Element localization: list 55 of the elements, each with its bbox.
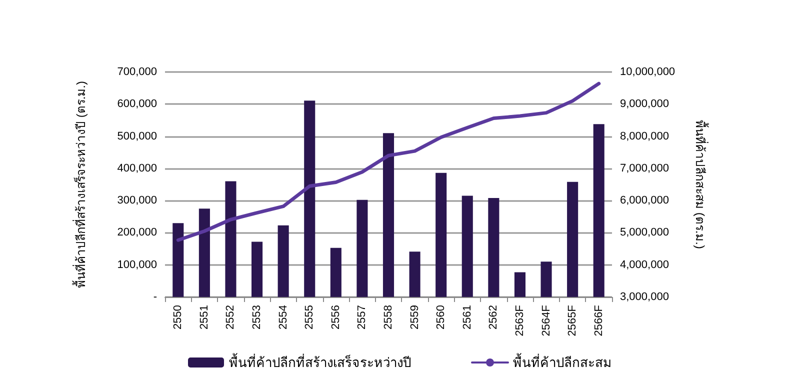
bar: [409, 252, 420, 297]
x-tick-label: 2556: [330, 305, 342, 330]
y2-tick-label: 6,000,000: [620, 194, 669, 207]
y2-tick-label: 8,000,000: [620, 130, 669, 142]
bar: [330, 248, 342, 297]
y2-tick-label: 10,000,000: [620, 66, 676, 78]
x-tick-label: 2553: [251, 305, 264, 330]
bar: [436, 172, 447, 297]
y-tick-label: 500,000: [117, 130, 157, 142]
x-tick-label: 2562: [488, 305, 500, 330]
y-tick-label: -: [153, 291, 158, 303]
y-tick-label: 700,000: [117, 66, 157, 78]
x-tick-label: 2551: [198, 305, 210, 330]
y2-tick-label: 5,000,000: [620, 226, 669, 239]
y2-tick-label: 9,000,000: [620, 98, 669, 110]
bar: [225, 181, 236, 297]
y-tick-label: 100,000: [117, 258, 157, 271]
bar: [593, 124, 604, 297]
x-tick-label: 2564F: [540, 304, 552, 336]
y2-tick-label: 3,000,000: [620, 291, 669, 303]
x-tick-label: 2566F: [592, 304, 605, 336]
bar: [198, 208, 210, 297]
bar: [567, 182, 578, 297]
x-tick-label: 2557: [356, 305, 368, 330]
legend-label: พื้นที่ค้าปลีกที่สร้างเสร็จระหว่างปี: [229, 353, 411, 370]
y-tick-label: 200,000: [117, 226, 157, 239]
y-tick-label: 600,000: [117, 98, 157, 110]
x-tick-label: 2558: [382, 305, 394, 330]
y-axis-title: พื้นที่ค้าปลีกที่สร้างเสร็จระหว่างปี (ตร.ม.): [72, 81, 88, 288]
bar: [540, 262, 552, 297]
x-tick-label: 2559: [408, 305, 421, 330]
legend-label: พื้นที่ค้าปลีกสะสม: [513, 353, 612, 370]
y-tick-label: 400,000: [117, 162, 157, 174]
x-tick-label: 2561: [461, 305, 474, 330]
x-tick-label: 2555: [304, 305, 316, 330]
y-tick-label: 300,000: [117, 194, 157, 207]
bar: [304, 100, 316, 297]
bar: [172, 223, 184, 297]
bar: [356, 200, 368, 297]
y2-axis-title: พื้นที่ค้าปลีกสะสม (ตร.ม.): [693, 120, 709, 249]
y2-tick-label: 7,000,000: [620, 162, 669, 174]
y2-tick-label: 4,000,000: [620, 258, 669, 271]
bar: [488, 198, 500, 297]
line-series: [176, 82, 601, 242]
bar: [382, 133, 394, 297]
x-tick-label: 2560: [435, 305, 448, 330]
x-tick-label: 2550: [172, 305, 184, 330]
bar: [514, 272, 526, 297]
x-tick-label: 2563F: [514, 304, 526, 336]
x-tick-label: 2552: [224, 305, 237, 330]
bar: [462, 196, 473, 297]
bar: [278, 225, 289, 297]
x-tick-label: 2554: [277, 305, 290, 330]
bar: [252, 242, 263, 297]
x-tick-label: 2565F: [566, 304, 579, 336]
